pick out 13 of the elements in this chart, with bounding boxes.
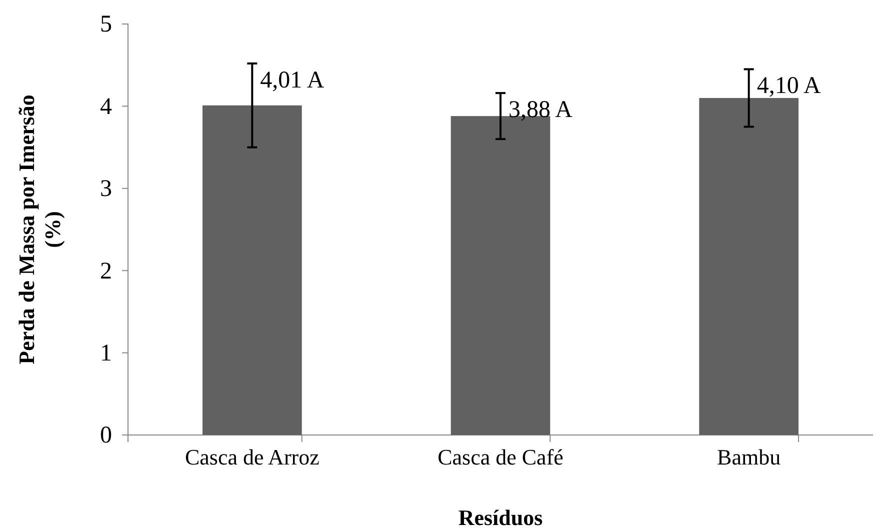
x-tick-label: Casca de Arroz bbox=[184, 444, 320, 470]
y-tick-label: 0 bbox=[100, 422, 112, 449]
y-axis-title: Perda de Massa por Imersão (%) bbox=[14, 94, 65, 364]
x-axis-title: Resíduos bbox=[458, 505, 544, 530]
y-tick-label: 2 bbox=[100, 258, 112, 284]
x-tick-label: Casca de Café bbox=[438, 444, 564, 470]
y-tick-label: 1 bbox=[100, 340, 112, 366]
data-label: 4,10 A bbox=[756, 73, 822, 100]
y-tick-label: 4 bbox=[100, 94, 112, 120]
y-tick-label: 3 bbox=[100, 176, 112, 202]
data-label: 4,01 A bbox=[260, 67, 325, 94]
y-tick-label: 5 bbox=[100, 12, 112, 38]
x-tick-label: Bambu bbox=[717, 444, 781, 470]
